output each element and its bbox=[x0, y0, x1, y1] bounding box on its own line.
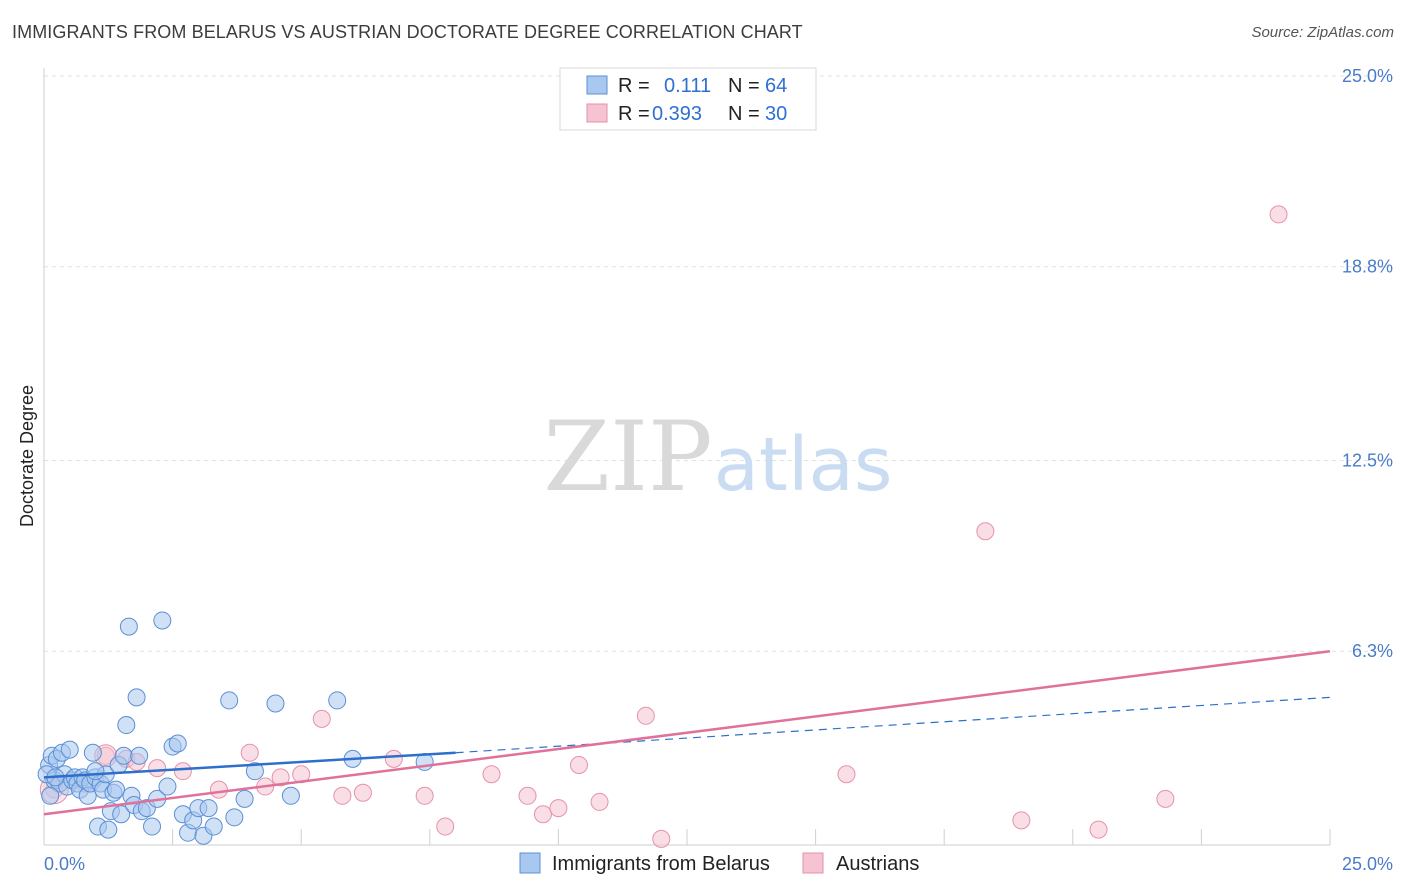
austrians-point bbox=[1156, 789, 1175, 808]
belarus-point bbox=[41, 786, 60, 805]
austrians-point bbox=[837, 765, 856, 784]
belarus-point bbox=[199, 799, 218, 818]
y-tick-label-0: 6.3% bbox=[1352, 641, 1393, 661]
belarus-point bbox=[245, 762, 264, 781]
source-label: Source: ZipAtlas.com bbox=[1251, 24, 1394, 41]
austrians-point bbox=[976, 522, 995, 541]
austrians-points bbox=[39, 205, 1288, 848]
legend-swatch-belarus bbox=[586, 75, 608, 95]
belarus-point bbox=[83, 743, 102, 762]
legend-r-value-1: 0.393 bbox=[652, 103, 702, 125]
belarus-point bbox=[158, 777, 177, 796]
y-tick-label-1: 12.5% bbox=[1342, 451, 1393, 471]
belarus-point bbox=[281, 786, 300, 805]
belarus-point bbox=[130, 746, 149, 765]
belarus-point bbox=[127, 688, 146, 707]
x-tick-label-0: 0.0% bbox=[44, 854, 85, 874]
austrians-point bbox=[333, 786, 352, 805]
austrians-point bbox=[549, 799, 568, 818]
chart-title: IMMIGRANTS FROM BELARUS VS AUSTRIAN DOCT… bbox=[12, 22, 803, 42]
austrians-point bbox=[590, 792, 609, 811]
y-tick-label-2: 18.8% bbox=[1342, 257, 1393, 277]
belarus-point bbox=[114, 746, 133, 765]
austrians-point bbox=[312, 709, 331, 728]
legend: R = 0.111 N = 64 R = 0.393 N = 30 bbox=[559, 67, 817, 131]
austrians-point bbox=[209, 780, 228, 799]
austrians-point bbox=[1089, 820, 1108, 839]
x-tick-label-1: 25.0% bbox=[1342, 854, 1393, 874]
watermark-zip: ZIP bbox=[543, 401, 712, 513]
legend-n-label-1: N = bbox=[728, 103, 760, 125]
trend-lines bbox=[43, 649, 1331, 816]
belarus-point bbox=[328, 691, 347, 710]
legend-n-value-1: 30 bbox=[765, 103, 787, 125]
belarus-trend-line bbox=[43, 751, 456, 779]
belarus-point bbox=[119, 617, 138, 636]
belarus-point bbox=[143, 817, 162, 836]
belarus-point bbox=[225, 808, 244, 827]
austrians-point bbox=[436, 817, 455, 836]
austrians-point bbox=[353, 783, 372, 802]
belarus-point bbox=[60, 740, 79, 759]
belarus-point bbox=[204, 817, 223, 836]
watermark: ZIP atlas bbox=[543, 401, 892, 513]
austrians-point bbox=[148, 759, 167, 778]
y-tick-labels: 6.3% 12.5% 18.8% 25.0% bbox=[1342, 66, 1393, 661]
belarus-point bbox=[153, 611, 172, 630]
austrians-point bbox=[415, 786, 434, 805]
belarus-point bbox=[107, 780, 126, 799]
x-tick-labels: 0.0% 25.0% bbox=[44, 854, 1393, 874]
austrians-point bbox=[533, 805, 552, 824]
austrians-point bbox=[652, 829, 671, 848]
bottom-legend-belarus: Immigrants from Belarus bbox=[552, 853, 770, 875]
austrians-point bbox=[240, 743, 259, 762]
bottom-legend: Immigrants from Belarus Austrians bbox=[519, 852, 919, 875]
austrians-point bbox=[271, 768, 290, 787]
bottom-legend-swatch-belarus bbox=[519, 852, 541, 874]
legend-r-label-0: R = bbox=[618, 75, 650, 97]
austrians-point bbox=[1269, 205, 1288, 224]
austrians-point bbox=[569, 756, 588, 775]
belarus-point bbox=[266, 694, 285, 713]
austrians-point bbox=[384, 749, 403, 768]
legend-swatch-austrians bbox=[586, 103, 608, 123]
belarus-point bbox=[220, 691, 239, 710]
watermark-atlas: atlas bbox=[714, 422, 893, 508]
bottom-legend-austrians: Austrians bbox=[836, 853, 919, 875]
austrians-point bbox=[636, 706, 655, 725]
austrians-point bbox=[1012, 811, 1031, 830]
gridlines bbox=[44, 75, 1390, 652]
belarus-point bbox=[112, 805, 131, 824]
belarus-point bbox=[99, 820, 118, 839]
belarus-point bbox=[235, 789, 254, 808]
belarus-point bbox=[168, 734, 187, 753]
y-axis-label: Doctorate Degree bbox=[17, 385, 37, 527]
belarus-points bbox=[37, 611, 434, 845]
austrians-point bbox=[173, 762, 192, 781]
legend-r-value-0: 0.111 bbox=[664, 75, 711, 97]
austrians-point bbox=[518, 786, 537, 805]
austrians-trend-line bbox=[43, 649, 1331, 816]
bottom-legend-swatch-austrians bbox=[802, 852, 824, 874]
belarus-point bbox=[117, 716, 136, 735]
axes bbox=[43, 68, 1331, 846]
belarus-point bbox=[86, 762, 105, 781]
y-tick-label-3: 25.0% bbox=[1342, 66, 1393, 86]
legend-n-value-0: 64 bbox=[765, 75, 787, 97]
legend-n-label-0: N = bbox=[728, 75, 760, 97]
legend-r-label-1: R = bbox=[618, 103, 650, 125]
austrians-point bbox=[482, 765, 501, 784]
